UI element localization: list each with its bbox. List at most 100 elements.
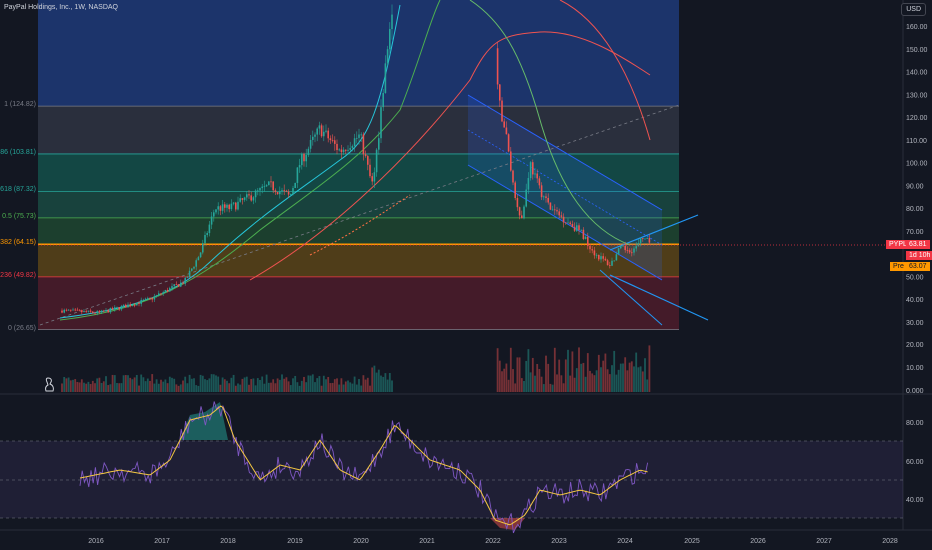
price-tick-label: 120.00 xyxy=(906,115,928,122)
price-tick-label: 40.00 xyxy=(906,297,924,304)
candle-body xyxy=(221,204,224,211)
price-tick-label: 140.00 xyxy=(906,70,928,77)
volume-bar xyxy=(294,375,297,392)
volume-bar xyxy=(318,376,321,392)
volume-bar xyxy=(131,379,134,392)
candle-body xyxy=(382,92,384,108)
volume-bar xyxy=(529,372,532,392)
trend-line[interactable] xyxy=(39,104,680,326)
currency-button[interactable]: USD xyxy=(901,3,926,16)
candle-body xyxy=(265,185,268,187)
candle-body xyxy=(206,233,208,236)
candle-body xyxy=(98,311,101,313)
candle-body xyxy=(118,307,120,310)
volume-bar xyxy=(278,379,281,392)
candle-body xyxy=(323,131,325,137)
volume-bar xyxy=(155,379,158,392)
volume-bar xyxy=(184,376,187,392)
volume-bar xyxy=(182,380,184,392)
candle-body xyxy=(338,149,340,151)
volume-bar xyxy=(626,370,629,392)
volume-bar xyxy=(391,380,393,392)
candle-body xyxy=(496,48,499,85)
candle-body xyxy=(147,298,149,299)
volume-bar xyxy=(501,371,503,392)
volume-bar xyxy=(322,375,325,392)
candle-body xyxy=(204,235,206,244)
volume-bar xyxy=(314,382,316,392)
volume-bar xyxy=(600,367,602,392)
candle-body xyxy=(611,260,613,266)
volume-bar xyxy=(256,378,259,392)
candle-body xyxy=(151,298,153,300)
time-axis[interactable]: 2016 2017 2018 2019 2020 2021 2022 2023 2024 2025… xyxy=(88,538,898,545)
volume-bar xyxy=(353,376,356,392)
volume-bar xyxy=(252,378,255,392)
candle-body xyxy=(587,236,589,247)
volume-bar xyxy=(358,379,360,392)
price-tag-countdown: 1d 10h xyxy=(906,251,932,260)
candle-body xyxy=(226,204,228,208)
volume-bar xyxy=(230,377,233,392)
candle-body xyxy=(235,202,237,210)
volume-bar xyxy=(611,365,613,392)
candle-body xyxy=(232,202,235,204)
candle-body xyxy=(83,311,85,313)
volume-bar xyxy=(582,362,585,392)
volume-bar xyxy=(527,349,530,392)
rsi-pane[interactable] xyxy=(0,401,903,534)
volume-bar xyxy=(562,383,565,392)
candle-body xyxy=(551,209,554,211)
price-tag-symbol: PYPL xyxy=(886,240,910,249)
candle-body xyxy=(309,139,312,149)
volume-bar xyxy=(204,379,206,392)
rsi-tick-label: 40.00 xyxy=(906,497,924,504)
volume-bar xyxy=(124,375,127,392)
volume-bar xyxy=(639,366,642,392)
volume-bar xyxy=(267,382,270,392)
candle-body xyxy=(160,293,162,295)
volume-bar xyxy=(105,376,107,392)
candle-body xyxy=(576,225,578,231)
volume-bar xyxy=(254,385,257,392)
candle-body xyxy=(149,298,151,299)
candle-body xyxy=(230,203,233,210)
candle-body xyxy=(193,266,195,269)
volume-bar xyxy=(179,384,182,392)
candle-body xyxy=(111,308,114,310)
candle-body xyxy=(274,190,277,193)
fib-level-label: 0.236 (49.82) xyxy=(0,271,36,279)
volume-bar xyxy=(386,379,389,392)
candle-body xyxy=(378,138,380,150)
volume-bar xyxy=(327,376,330,392)
candle-body xyxy=(283,190,285,192)
candle-body xyxy=(246,194,248,198)
candle-body xyxy=(184,277,186,284)
volume-bar xyxy=(628,362,631,392)
candle-body xyxy=(595,254,598,256)
candle-body xyxy=(307,148,310,156)
volume-bar xyxy=(518,357,521,392)
replay-icon[interactable] xyxy=(45,377,54,392)
price-tick-label: 30.00 xyxy=(906,320,924,327)
candle-body xyxy=(507,134,510,152)
volume-bar xyxy=(74,379,77,392)
volume-bar xyxy=(89,384,92,392)
candle-body xyxy=(545,196,547,199)
candle-body xyxy=(166,289,169,292)
volume-bar xyxy=(584,376,587,392)
volume-bar xyxy=(496,348,499,392)
candle-body xyxy=(644,238,646,240)
candle-body xyxy=(87,310,90,312)
volume-bar xyxy=(173,378,176,392)
volume-bar xyxy=(316,378,319,392)
candle-body xyxy=(103,310,105,312)
volume-bar xyxy=(556,374,558,392)
volume-bar xyxy=(525,360,528,392)
volume-bar xyxy=(283,378,286,392)
candle-body xyxy=(567,222,569,224)
candle-body xyxy=(107,310,109,313)
candle-body xyxy=(281,190,283,192)
candle-body xyxy=(133,305,136,306)
